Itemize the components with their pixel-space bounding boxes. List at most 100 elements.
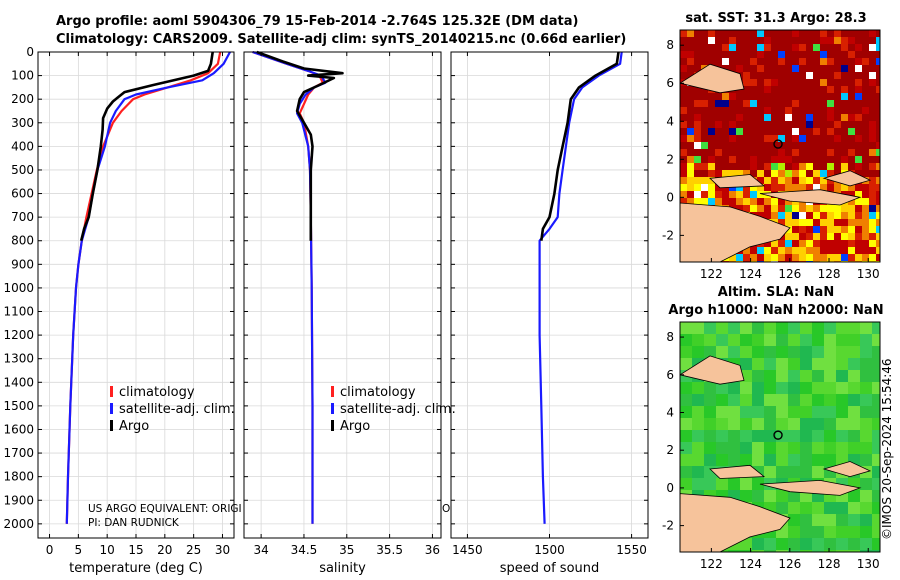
map-cell — [876, 184, 880, 192]
map-x-tick-label: 130 — [857, 557, 880, 571]
map-cell — [680, 430, 693, 443]
map-cell — [799, 219, 807, 227]
map-cell — [876, 219, 880, 227]
map-cell — [876, 44, 880, 52]
map-cell — [776, 322, 789, 335]
map-cell — [785, 205, 793, 213]
map-cell — [806, 177, 814, 185]
map-cell — [827, 254, 835, 262]
map-cell — [869, 114, 877, 122]
map-cell — [708, 156, 716, 164]
map-cell — [764, 107, 772, 115]
map-cell — [855, 149, 863, 157]
map-cell — [729, 170, 737, 178]
map-cell — [800, 418, 813, 431]
map-cell — [834, 205, 842, 213]
map-cell — [812, 334, 825, 347]
map-cell — [841, 142, 849, 150]
map-cell — [687, 142, 695, 150]
map-cell — [687, 72, 695, 80]
map-cell — [701, 177, 709, 185]
map-cell — [862, 212, 870, 220]
map-cell — [708, 100, 716, 108]
x-tick-label: 25 — [186, 543, 201, 557]
map-cell — [841, 212, 849, 220]
map-cell — [715, 100, 723, 108]
map-cell — [776, 334, 789, 347]
map-cell — [872, 382, 880, 395]
map-cell — [841, 51, 849, 59]
map-cell — [764, 149, 772, 157]
map-cell — [834, 30, 842, 38]
map-cell — [752, 454, 765, 467]
map-cell — [694, 93, 702, 101]
map-cell — [792, 107, 800, 115]
map-cell — [806, 93, 814, 101]
x-axis-label: temperature (deg C) — [69, 561, 203, 576]
map-cell — [736, 198, 744, 206]
map-cell — [778, 212, 786, 220]
map-cell — [862, 58, 870, 66]
map-cell — [820, 121, 828, 129]
map-cell — [876, 163, 880, 171]
map-cell — [785, 212, 793, 220]
map-cell — [771, 72, 779, 80]
map-x-tick-label: 128 — [818, 557, 841, 571]
map-cell — [813, 233, 821, 241]
map-cell — [757, 177, 765, 185]
footer-origin-tail: O — [442, 503, 450, 515]
map-cell — [764, 100, 772, 108]
map-cell — [752, 322, 765, 335]
map-cell — [722, 37, 730, 45]
map-cell — [862, 114, 870, 122]
map-cell — [836, 334, 849, 347]
map-cell — [841, 156, 849, 164]
map-cell — [876, 107, 880, 115]
map-cell — [764, 358, 777, 371]
map-cell — [757, 205, 765, 213]
map-cell — [740, 442, 753, 455]
map-cell — [876, 128, 880, 136]
map-cell — [764, 170, 772, 178]
map-cell — [836, 322, 849, 335]
map-cell — [855, 156, 863, 164]
map-cell — [715, 121, 723, 129]
legend-label: satellite-adj. clim. — [119, 402, 235, 417]
series-line-argo — [79, 51, 214, 242]
map-cell — [834, 121, 842, 129]
map-cell — [757, 121, 765, 129]
map-cell — [736, 107, 744, 115]
map-cell — [692, 334, 705, 347]
map-cell — [788, 358, 801, 371]
map-cell — [701, 37, 709, 45]
map-cell — [806, 142, 814, 150]
map-cell — [862, 163, 870, 171]
map-cell — [806, 254, 814, 262]
map-cell — [834, 233, 842, 241]
map-cell — [834, 72, 842, 80]
map-cell — [862, 79, 870, 87]
map-cell — [704, 346, 717, 359]
map-cell — [687, 170, 695, 178]
map-cell — [687, 163, 695, 171]
map-cell — [836, 514, 849, 527]
map-cell — [834, 107, 842, 115]
map-cell — [704, 418, 717, 431]
map-cell — [848, 502, 861, 515]
map-cell — [757, 100, 765, 108]
map-cell — [855, 247, 863, 255]
map-cell — [869, 58, 877, 66]
map-cell — [824, 526, 837, 539]
map-cell — [813, 219, 821, 227]
map-cell — [750, 44, 758, 52]
map-y-tick-label: 4 — [666, 405, 674, 419]
map-cell — [820, 114, 828, 122]
map-cell — [736, 149, 744, 157]
map-cell — [694, 177, 702, 185]
map-cell — [806, 170, 814, 178]
map-cell — [872, 418, 880, 431]
map-cell — [785, 247, 793, 255]
map-cell — [728, 442, 741, 455]
map-cell — [812, 514, 825, 527]
argo-position-marker — [773, 430, 783, 440]
